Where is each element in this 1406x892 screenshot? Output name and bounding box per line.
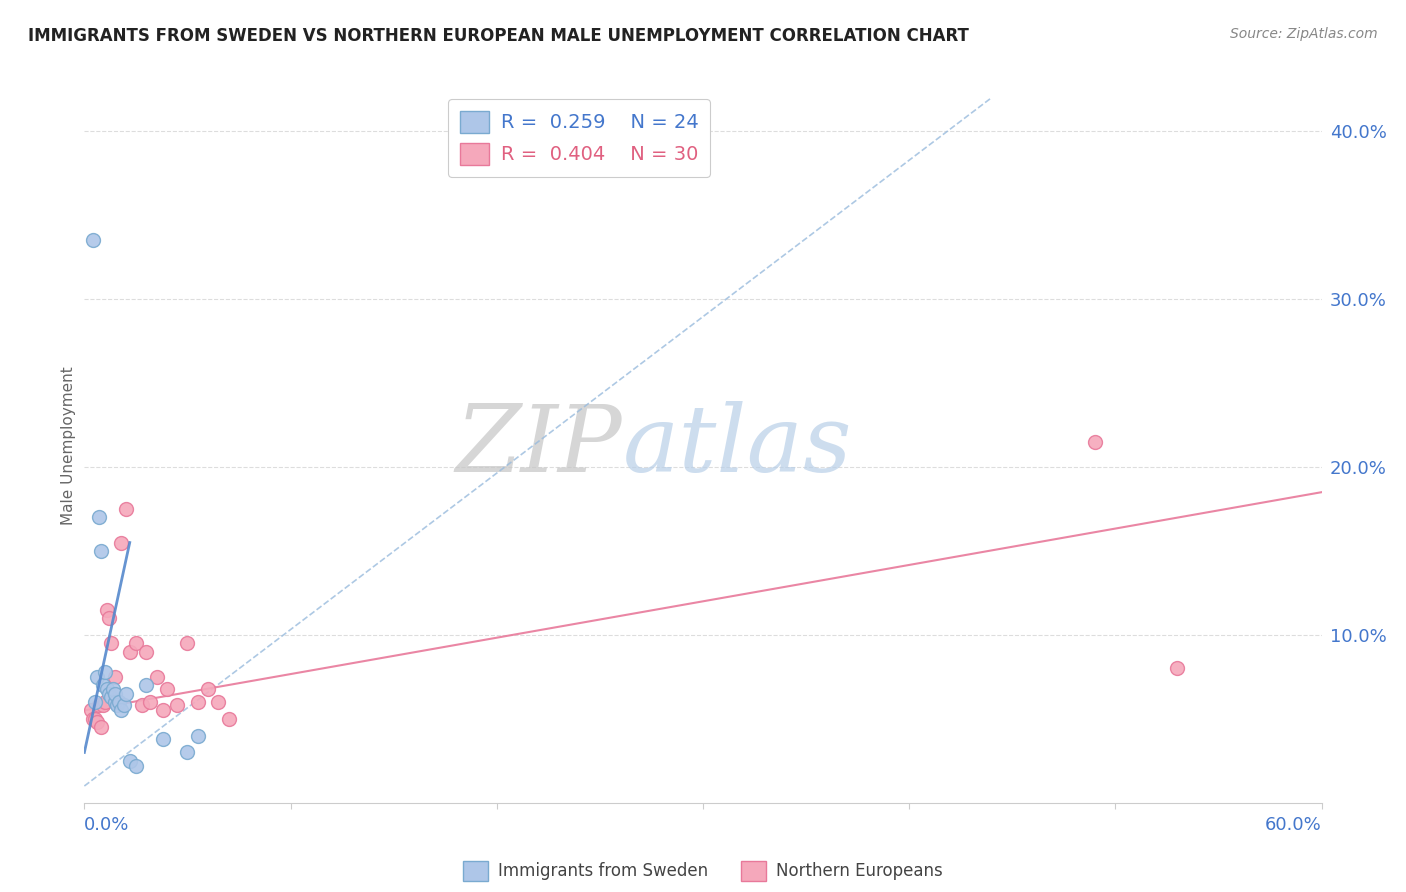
Point [218,712,240,726]
Point [90,544,112,558]
Point [135,645,157,659]
Point [114,687,136,701]
Point [100,636,122,650]
Point [87,510,110,524]
Point [176,746,198,760]
Point [152,731,174,746]
Point [83,712,105,726]
Point [104,670,127,684]
Text: IMMIGRANTS FROM SWEDEN VS NORTHERN EUROPEAN MALE UNEMPLOYMENT CORRELATION CHART: IMMIGRANTS FROM SWEDEN VS NORTHERN EUROP… [28,27,969,45]
Point [86,715,108,730]
Text: Source: ZipAtlas.com: Source: ZipAtlas.com [1230,27,1378,41]
Point [197,681,219,696]
Point [87,698,110,713]
Text: ZIP: ZIP [456,401,623,491]
Point [145,670,167,684]
Point [1166,661,1188,675]
Point [98,611,121,625]
Point [104,687,127,701]
Point [187,695,209,709]
Point [112,698,135,713]
Point [118,754,141,768]
Point [90,720,112,734]
Point [125,759,148,773]
Point [118,645,141,659]
Point [96,603,118,617]
Point [135,678,157,692]
Point [108,695,131,709]
Point [1084,434,1107,449]
Point [86,670,108,684]
Text: atlas: atlas [623,401,852,491]
Point [91,678,114,692]
Point [79,703,101,717]
Point [187,729,209,743]
Point [82,712,104,726]
Point [110,703,132,717]
Point [176,636,198,650]
Point [91,698,114,713]
Text: 60.0%: 60.0% [1265,816,1322,834]
Point [103,681,125,696]
Point [98,687,121,701]
Legend: Immigrants from Sweden, Northern Europeans: Immigrants from Sweden, Northern Europea… [456,855,950,888]
Y-axis label: Male Unemployment: Male Unemployment [60,367,76,525]
Point [83,695,105,709]
Text: 0.0%: 0.0% [84,816,129,834]
Point [152,703,174,717]
Point [96,681,118,696]
Point [139,695,162,709]
Point [207,695,229,709]
Point [104,695,127,709]
Point [82,233,104,247]
Point [110,535,132,549]
Point [131,698,153,713]
Point [94,665,117,679]
Point [105,698,128,713]
Point [125,636,148,650]
Point [156,681,179,696]
Point [166,698,188,713]
Point [94,695,117,709]
Point [114,502,136,516]
Point [100,690,122,704]
